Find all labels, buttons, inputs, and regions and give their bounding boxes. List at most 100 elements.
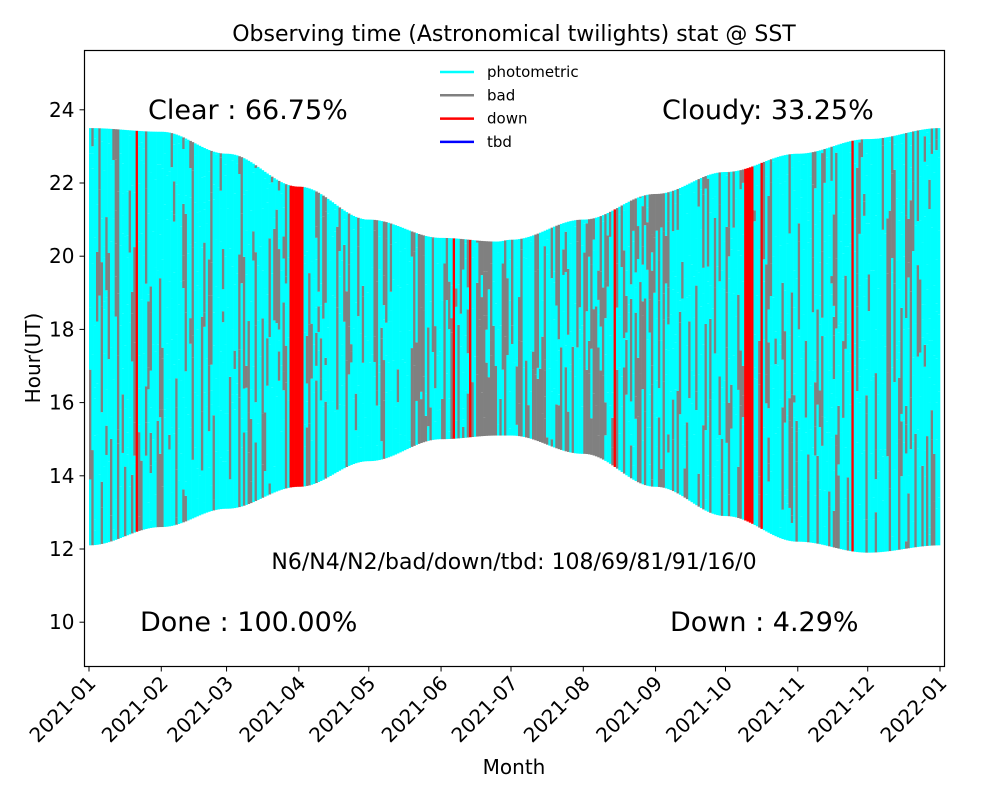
bad-segment xyxy=(441,398,444,440)
photometric-segment xyxy=(121,368,125,395)
bad-segment xyxy=(116,429,120,444)
night-column xyxy=(263,171,267,497)
photometric-segment xyxy=(471,257,474,309)
photometric-segment xyxy=(895,345,899,360)
photometric-segment xyxy=(734,316,738,415)
bad-segment xyxy=(823,149,827,183)
photometric-segment xyxy=(867,223,871,264)
photometric-segment xyxy=(921,319,924,338)
bad-segment xyxy=(109,438,113,516)
bad-segment xyxy=(305,335,309,384)
photometric-segment xyxy=(501,369,505,436)
night-column xyxy=(415,233,419,445)
photometric-segment xyxy=(263,320,267,413)
photometric-segment xyxy=(550,391,554,440)
bad-segment xyxy=(385,238,388,323)
photometric-segment xyxy=(105,454,108,543)
photometric-segment xyxy=(382,319,386,361)
bad-segment xyxy=(182,280,185,289)
bad-segment xyxy=(874,512,878,553)
photometric-segment xyxy=(830,437,834,547)
photometric-segment xyxy=(926,344,929,437)
bad-segment xyxy=(604,281,607,319)
photometric-segment xyxy=(338,313,342,376)
photometric-segment xyxy=(907,328,910,428)
bad-segment xyxy=(912,131,915,182)
bad-segment xyxy=(457,324,461,439)
night-column xyxy=(753,165,757,526)
bad-segment xyxy=(200,411,204,471)
photometric-segment xyxy=(105,389,108,426)
bad-segment xyxy=(175,378,178,408)
photometric-segment xyxy=(261,170,265,209)
bad-segment xyxy=(641,246,645,265)
photometric-segment xyxy=(655,318,659,381)
photometric-segment xyxy=(800,153,803,180)
photometric-segment xyxy=(235,273,239,358)
photometric-segment xyxy=(89,153,92,253)
bad-segment xyxy=(158,409,162,418)
photometric-segment xyxy=(930,227,934,341)
photometric-segment xyxy=(641,264,645,302)
photometric-segment xyxy=(622,204,626,211)
bad-segment xyxy=(636,357,640,417)
photometric-segment xyxy=(147,403,150,423)
photometric-segment xyxy=(571,295,575,347)
photometric-segment xyxy=(923,476,927,532)
photometric-segment xyxy=(151,344,155,440)
photometric-segment xyxy=(832,146,836,149)
photometric-segment xyxy=(669,193,673,238)
photometric-segment xyxy=(585,311,589,370)
night-column xyxy=(273,178,276,493)
photometric-segment xyxy=(179,380,183,454)
y-tick-label: 24 xyxy=(49,98,74,122)
bad-segment xyxy=(807,454,810,481)
night-column xyxy=(634,198,638,482)
photometric-segment xyxy=(597,216,600,271)
photometric-segment xyxy=(331,295,335,402)
photometric-segment xyxy=(783,495,787,540)
night-column xyxy=(424,235,428,442)
photometric-segment xyxy=(711,392,715,478)
photometric-segment xyxy=(856,391,859,399)
y-tick-label: 20 xyxy=(49,244,74,268)
photometric-segment xyxy=(937,314,941,392)
photometric-segment xyxy=(755,379,759,439)
night-column xyxy=(541,231,544,443)
photometric-segment xyxy=(191,459,195,519)
night-column xyxy=(734,171,738,518)
photometric-segment xyxy=(357,316,360,386)
night-column xyxy=(699,178,703,509)
photometric-segment xyxy=(599,326,603,371)
night-column xyxy=(669,191,673,491)
photometric-segment xyxy=(242,158,246,195)
photometric-segment xyxy=(149,473,153,521)
night-column xyxy=(881,137,885,552)
night-column xyxy=(121,129,125,538)
bad-segment xyxy=(487,377,491,436)
photometric-segment xyxy=(464,243,468,259)
bad-segment xyxy=(639,196,642,198)
photometric-segment xyxy=(786,154,789,175)
photometric-segment xyxy=(678,187,682,195)
photometric-segment xyxy=(818,211,822,263)
photometric-segment xyxy=(508,239,512,260)
photometric-segment xyxy=(681,298,684,412)
photometric-segment xyxy=(898,134,901,181)
photometric-segment xyxy=(312,278,316,345)
bad-segment xyxy=(420,234,423,308)
photometric-segment xyxy=(331,236,335,296)
bad-segment xyxy=(863,193,866,202)
night-column xyxy=(420,234,423,444)
photometric-segment xyxy=(807,220,810,243)
night-column xyxy=(324,197,328,479)
photometric-segment xyxy=(821,445,824,545)
night-column xyxy=(161,131,164,528)
photometric-segment xyxy=(928,377,931,403)
photometric-segment xyxy=(144,283,148,387)
bad-segment xyxy=(203,312,206,327)
photometric-segment xyxy=(580,406,584,454)
photometric-segment xyxy=(720,172,724,176)
photometric-segment xyxy=(282,258,286,303)
bad-segment xyxy=(788,420,792,508)
